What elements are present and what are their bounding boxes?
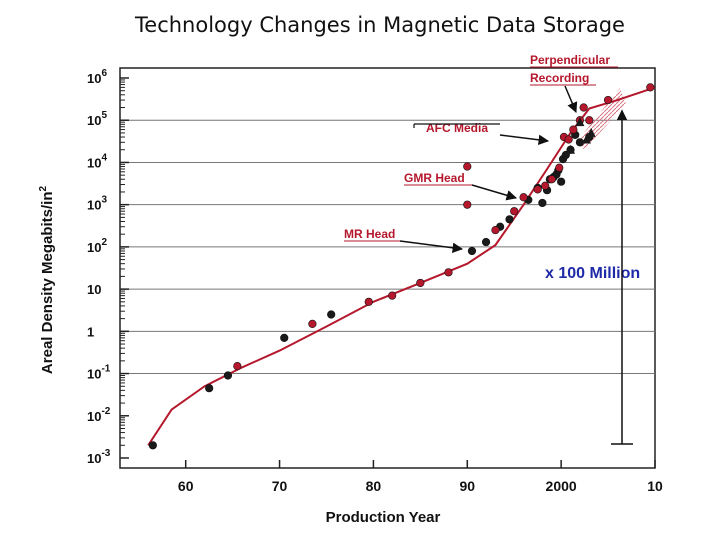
annotation-afc-label: AFC Media	[426, 121, 488, 135]
red-data-point	[388, 291, 397, 300]
black-data-point	[327, 310, 336, 319]
triangle-point	[581, 134, 591, 144]
black-data-point	[505, 215, 514, 224]
annotation-mr-arrow	[399, 240, 464, 253]
red-data-point	[646, 83, 655, 92]
y-tick-labels: 10-3 10-2 10-1 1 10 102 103 104 105 106	[87, 68, 129, 466]
black-data-point	[205, 384, 214, 393]
y-tick-label: 103	[87, 195, 107, 213]
red-data-point	[416, 278, 425, 288]
chart-title: Technology Changes in Magnetic Data Stor…	[134, 13, 625, 37]
y-tick-label: 10-2	[87, 406, 111, 424]
annotation-afc-arrow	[499, 134, 550, 146]
red-data-point	[533, 185, 542, 194]
annotation-gmr-arrow	[471, 184, 518, 201]
red-data-point	[510, 207, 519, 216]
red-data-point	[585, 116, 594, 125]
red-data-point	[308, 319, 317, 328]
annotation-perpendicular: Perpendicular Recording	[530, 53, 618, 113]
red-data-point	[519, 193, 528, 202]
red-data-point	[444, 268, 453, 277]
y-tick-label: 102	[87, 237, 107, 255]
y-tick-label: 105	[87, 110, 107, 128]
y-tick-label: 1	[87, 324, 94, 339]
triangle-point	[566, 144, 576, 154]
black-data-point	[538, 198, 547, 208]
annotation-afc-media: AFC Media	[413, 121, 550, 146]
y-tick-label: 106	[87, 68, 107, 86]
red-data-point	[555, 163, 564, 172]
y-tick-label: 10-1	[87, 364, 111, 382]
red-data-point	[579, 103, 588, 112]
x-tick-label: 90	[459, 478, 475, 494]
red-data-point	[463, 162, 472, 171]
x-tick-label: 80	[366, 478, 382, 494]
y-axis-label: Areal Density Megabits/in2	[38, 186, 56, 375]
x-tick-labels: 60 70 80 90 2000 10	[178, 460, 663, 494]
red-data-point	[491, 225, 500, 235]
black-data-point	[467, 246, 477, 256]
grid-lines	[120, 119, 655, 375]
y-tick-label: 10-3	[87, 448, 111, 466]
red-data-point	[564, 135, 573, 144]
x-axis-label: Production Year	[326, 509, 441, 526]
black-data-point	[148, 441, 157, 450]
annotation-perpendicular-line1: Perpendicular	[530, 53, 610, 67]
red-data-point	[463, 200, 472, 209]
annotation-100-million: x 100 Million	[545, 109, 640, 445]
annotation-perpendicular-line2: Recording	[530, 71, 589, 85]
red-data-point	[603, 95, 613, 105]
y-tick-label: 104	[87, 152, 107, 170]
x-tick-label: 2000	[546, 478, 577, 494]
triangle-point	[586, 127, 596, 137]
x-tick-label: 70	[272, 478, 288, 494]
red-data-point	[569, 125, 578, 134]
annotation-perpendicular-arrow	[564, 85, 578, 113]
x-tick-label: 60	[178, 478, 194, 494]
black-data-point	[481, 237, 491, 247]
red-data-point	[233, 362, 242, 371]
red-data-point	[541, 181, 550, 190]
annotation-mr-label: MR Head	[344, 227, 395, 241]
black-data-point	[280, 333, 289, 342]
minor-ticks	[120, 79, 125, 446]
annotation-100-million-label: x 100 Million	[545, 265, 640, 282]
plot-frame	[119, 67, 656, 469]
red-data-point	[364, 297, 373, 306]
annotation-mr-head: MR Head	[344, 227, 464, 253]
red-data-point	[547, 175, 556, 184]
black-data-point	[557, 177, 566, 186]
triangle-point	[575, 117, 585, 127]
y-tick-label: 10	[87, 282, 101, 297]
data-points	[148, 83, 655, 450]
black-data-point	[223, 371, 233, 380]
annotation-gmr-label: GMR Head	[404, 171, 465, 185]
annotation-gmr-head: GMR Head	[404, 171, 518, 201]
x-tick-label: 10	[647, 478, 663, 494]
